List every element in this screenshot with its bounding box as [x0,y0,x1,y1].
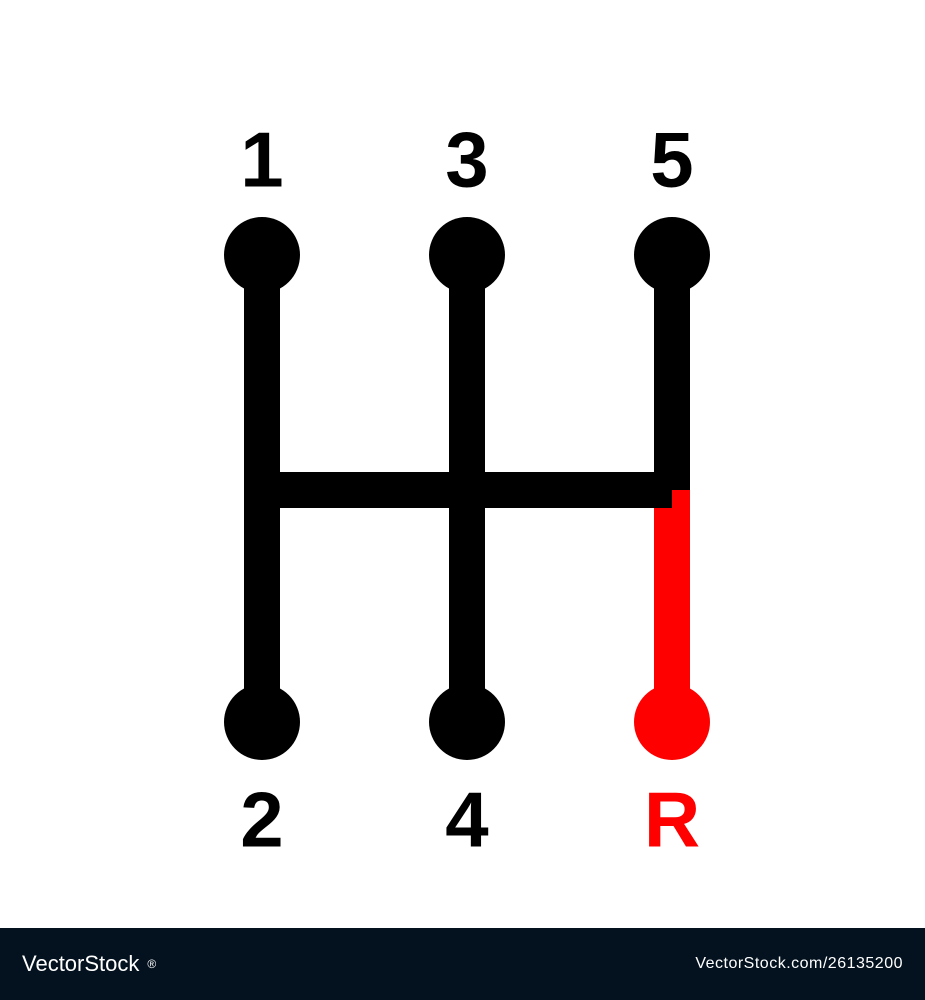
gear-node-5 [634,217,710,293]
footer-brand-text: VectorStock [22,951,139,977]
footer-attribution: VectorStock.com/26135200 [695,955,903,973]
gear-label-3: 3 [445,115,488,206]
registered-mark-icon: ® [147,957,156,971]
gear-node-2 [224,684,300,760]
gear-label-4: 4 [445,775,488,866]
gear-label-r: R [644,775,700,866]
gear-node-3 [429,217,505,293]
gear-node-r [634,684,710,760]
footer-bar: VectorStock ® VectorStock.com/26135200 [0,928,925,1000]
gear-node-4 [429,684,505,760]
canvas: 1 2 3 4 5 R VectorStock ® VectorStock.com/2613… [0,0,925,1000]
gear-label-2: 2 [240,775,283,866]
gear-node-1 [224,217,300,293]
gear-label-5: 5 [650,115,693,206]
footer-brand: VectorStock ® [22,951,156,977]
gear-label-1: 1 [240,115,283,206]
